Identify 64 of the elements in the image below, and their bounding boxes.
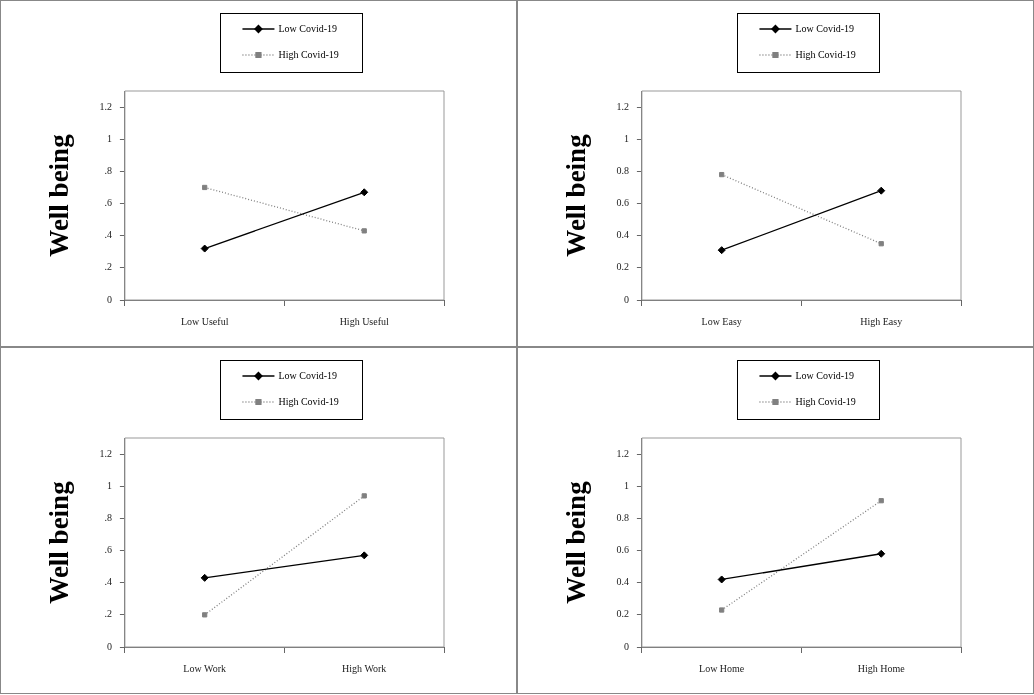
y-tick-label: .8 [104,165,112,177]
point [360,551,369,560]
point [717,575,726,584]
point [878,498,884,504]
y-tick-label: .8 [104,512,112,524]
y-tick-label: 0 [623,640,629,652]
point [878,241,884,247]
y-tick-label: 0.2 [616,261,629,273]
point [200,573,209,582]
y-tick-label: 0.8 [616,512,629,524]
x-tick-label: Low Work [183,662,226,674]
legend-label: High Covid-19 [795,395,856,407]
y-axis-title: Well being [44,480,75,604]
x-tick-label: Low Useful [180,315,229,327]
y-tick-label: .6 [104,544,112,556]
y-tick-label: 1.2 [99,447,112,459]
y-tick-label: 0 [106,293,112,305]
y-tick-label: .2 [104,608,112,620]
y-tick-label: .6 [104,197,112,209]
y-tick-label: 0.6 [616,197,629,209]
legend-label: High Covid-19 [795,48,856,60]
y-tick-label: 0 [623,293,629,305]
y-tick-label: .4 [104,576,112,588]
y-tick-label: .4 [104,229,112,241]
y-tick-label: 0.6 [616,544,629,556]
legend-label: High Covid-19 [278,48,339,60]
y-tick-label: 0.4 [616,229,629,241]
point [877,549,886,558]
point [719,171,725,178]
point [717,246,726,255]
y-tick-label: 1.2 [616,100,629,112]
x-tick-label: High Home [857,662,906,674]
legend-label: Low Covid-19 [795,369,855,381]
y-axis-title: Well being [561,480,592,604]
y-axis-title: Well being [44,133,75,257]
y-axis-title: Well being [561,133,592,257]
y-tick-label: 1 [106,132,112,144]
x-tick-label: High Work [342,662,387,674]
point [719,607,725,613]
legend-label: Low Covid-19 [278,369,338,381]
y-tick-label: 0.8 [616,165,629,177]
y-tick-label: 1 [623,132,629,144]
x-tick-label: High Easy [860,315,903,327]
point [200,244,209,253]
y-tick-label: .2 [104,261,112,273]
y-tick-label: 0.4 [616,576,629,588]
point [361,228,367,234]
point [202,612,208,618]
x-tick-label: Low Home [699,662,745,674]
y-tick-label: 0.2 [616,608,629,620]
y-tick-label: 1 [623,479,629,491]
legend-label: Low Covid-19 [795,22,855,34]
y-tick-label: 1.2 [616,447,629,459]
point [877,186,886,195]
y-tick-label: 1.2 [99,100,112,112]
legend-label: Low Covid-19 [278,22,338,34]
point [361,493,367,499]
point [360,188,369,197]
y-tick-label: 0 [106,640,112,652]
point [202,184,208,191]
y-tick-label: 1 [106,479,112,491]
x-tick-label: Low Easy [701,315,742,327]
x-tick-label: High Useful [339,315,390,327]
legend-label: High Covid-19 [278,395,339,407]
